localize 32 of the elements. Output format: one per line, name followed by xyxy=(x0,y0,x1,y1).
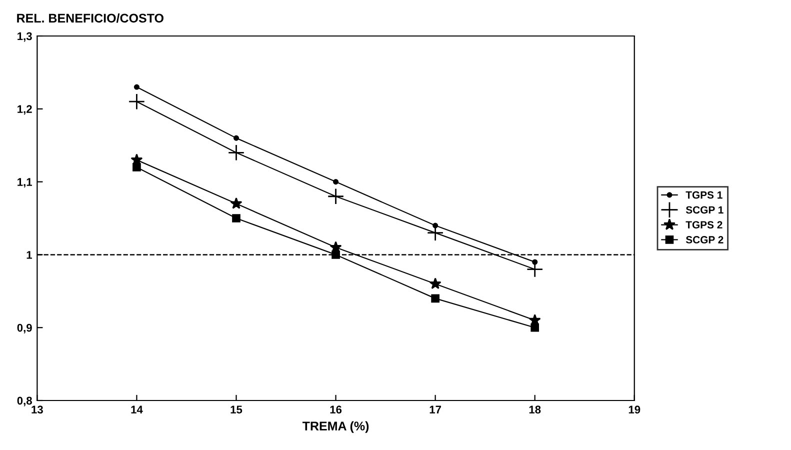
y-tick-label: 0,8 xyxy=(17,396,32,406)
point xyxy=(429,278,442,290)
point xyxy=(228,144,245,161)
point xyxy=(134,84,140,90)
point xyxy=(132,163,141,172)
x-tick-label: 14 xyxy=(131,406,143,414)
x-tick-label: 19 xyxy=(628,406,640,414)
legend-label: SCGP 1 xyxy=(686,206,724,214)
y-tick-label: 1,1 xyxy=(18,178,32,188)
x-axis-title: TREMA (%) xyxy=(302,421,369,433)
point xyxy=(530,323,540,332)
x-tick-label: 18 xyxy=(529,406,541,414)
y-tick-label: 1,3 xyxy=(18,32,32,42)
point xyxy=(332,250,340,259)
legend-label: TGPS 2 xyxy=(686,221,722,229)
x-tick-label: 13 xyxy=(32,406,43,414)
y-tick-label: 1,2 xyxy=(18,105,32,115)
point xyxy=(128,93,146,110)
x-tick-label: 15 xyxy=(230,406,242,414)
point xyxy=(327,188,344,205)
point xyxy=(431,294,440,303)
point xyxy=(232,214,240,222)
y-axis-title: REL. BENEFICIO/COSTO xyxy=(17,13,164,23)
legend-label: SCGP 2 xyxy=(686,236,724,244)
y-tick-label: 1 xyxy=(26,251,32,259)
point xyxy=(233,135,240,141)
point xyxy=(333,179,339,185)
legend-label: TGPS 1 xyxy=(686,191,722,199)
x-tick-label: 17 xyxy=(430,406,442,414)
x-tick-label: 16 xyxy=(330,406,342,414)
point xyxy=(230,197,242,209)
y-tick-label: 0,9 xyxy=(17,324,32,334)
